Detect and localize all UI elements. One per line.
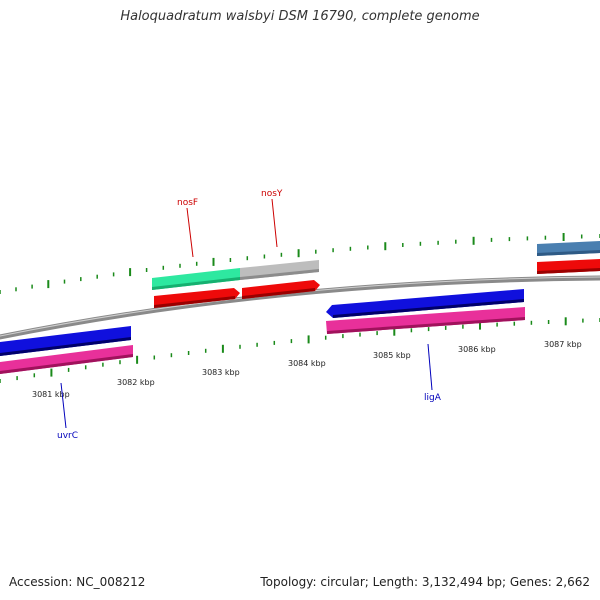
chromosome-backbone <box>0 275 600 340</box>
tick-label-3085: 3085 kbp <box>373 351 411 360</box>
tick-label-3083: 3083 kbp <box>202 368 240 377</box>
gene-label-ligA[interactable]: ligA <box>424 393 442 403</box>
gene-label-uvrC[interactable]: uvrC <box>57 431 78 441</box>
tick-label-3086: 3086 kbp <box>458 345 496 354</box>
nosY-leader-line <box>271 198 278 248</box>
inner-tick-row <box>0 317 600 383</box>
gene-uvrC-shade <box>0 337 131 356</box>
ligA-leader-line <box>427 343 433 391</box>
gene-ligA-shade <box>333 299 524 318</box>
gene-nosY-shade <box>240 269 319 280</box>
gene-red-right-shade <box>537 268 600 274</box>
gene-label-nosF[interactable]: nosF <box>177 198 198 208</box>
gene-red-arrow-1-shade <box>154 296 235 308</box>
gene-pink-mid-shade <box>327 317 525 334</box>
gene-ligA-feature[interactable] <box>326 289 524 318</box>
gene-uvrC-feature[interactable] <box>0 326 131 356</box>
tick-label-3082: 3082 kbp <box>117 378 155 387</box>
gene-pink-left-shade <box>0 354 133 374</box>
gene-red-arrow-2-shade <box>242 288 315 299</box>
tick-label-3081: 3081 kbp <box>32 390 70 399</box>
map-title: Haloquadratum walsbyi DSM 16790, complet… <box>120 9 480 24</box>
tick-label-3087: 3087 kbp <box>544 340 582 349</box>
genome-summary-text: Topology: circular; Length: 3,132,494 bp… <box>260 575 590 589</box>
accession-text: Accession: NC_008212 <box>9 575 146 589</box>
tick-label-3084: 3084 kbp <box>288 359 326 368</box>
gene-pink-mid-feature[interactable] <box>326 307 525 334</box>
gene-steel-shade <box>537 250 600 256</box>
gene-nosF-shade <box>152 277 240 290</box>
uvrC-leader-line <box>60 382 67 429</box>
nosF-leader-line <box>186 207 194 258</box>
outer-tick-row <box>0 233 600 294</box>
gene-label-nosY[interactable]: nosY <box>261 189 283 199</box>
